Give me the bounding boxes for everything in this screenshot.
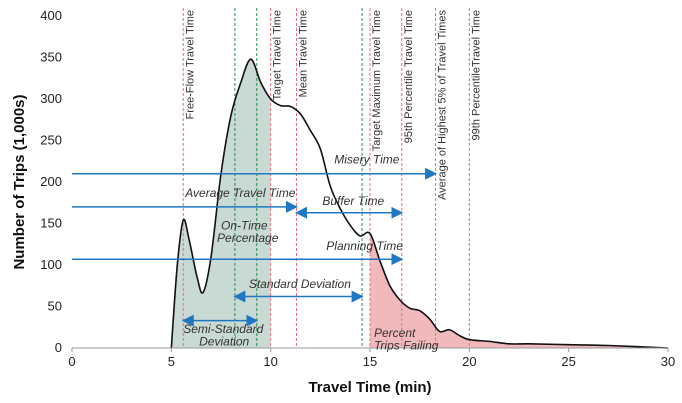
x-tick-label: 0	[68, 354, 75, 369]
distribution-curve	[170, 58, 669, 349]
shaded-region	[370, 233, 668, 348]
reference-line-label: Mean Travel Time	[297, 10, 309, 97]
y-axis-title: Number of Trips (1,000s)	[11, 94, 28, 269]
arrow-label: Semi-Standard	[183, 322, 263, 336]
arrow-label: Planning Time	[326, 239, 403, 253]
arrow-label: Misery Time	[334, 153, 400, 167]
arrow-label: Average Travel Time	[184, 186, 295, 200]
x-tick-label: 5	[168, 354, 175, 369]
x-axis-title: Travel Time (min)	[308, 379, 431, 396]
y-tick-label: 150	[40, 216, 62, 231]
annotation: Percent	[374, 326, 416, 340]
x-tick-label: 25	[561, 354, 575, 369]
y-tick-label: 350	[40, 50, 62, 65]
y-tick-label: 300	[40, 91, 62, 106]
annotation: Percentage	[217, 231, 279, 245]
reference-line-label: Target Travel Time	[272, 10, 284, 100]
reference-line-label: Average of Highest 5% of Travel Times	[437, 10, 449, 200]
x-tick-label: 15	[363, 354, 377, 369]
y-tick-label: 100	[40, 257, 62, 272]
x-tick-label: 20	[462, 354, 476, 369]
y-tick-label: 400	[40, 8, 62, 23]
reference-line-label: 95th Percentile Travel Time	[403, 10, 415, 143]
x-tick-label: 30	[661, 354, 675, 369]
shaded-region	[171, 59, 271, 348]
y-tick-label: 0	[55, 340, 62, 355]
y-tick-label: 200	[40, 174, 62, 189]
reference-line-label: 99th PercentileTravel Time	[470, 10, 482, 140]
y-tick-label: 50	[48, 299, 62, 314]
arrow-label: Buffer Time	[322, 194, 384, 208]
x-tick-label: 10	[263, 354, 277, 369]
reference-line-label: Target Maximum Travel Time	[371, 10, 383, 151]
reference-line-label: Free-Flow Travel Time	[184, 10, 196, 119]
y-tick-label: 250	[40, 133, 62, 148]
annotation: On-Time	[221, 218, 268, 232]
annotation: Trips Failing	[374, 339, 439, 353]
arrow-label: Deviation	[199, 335, 249, 349]
arrow-label: Standard Deviation	[249, 277, 351, 291]
